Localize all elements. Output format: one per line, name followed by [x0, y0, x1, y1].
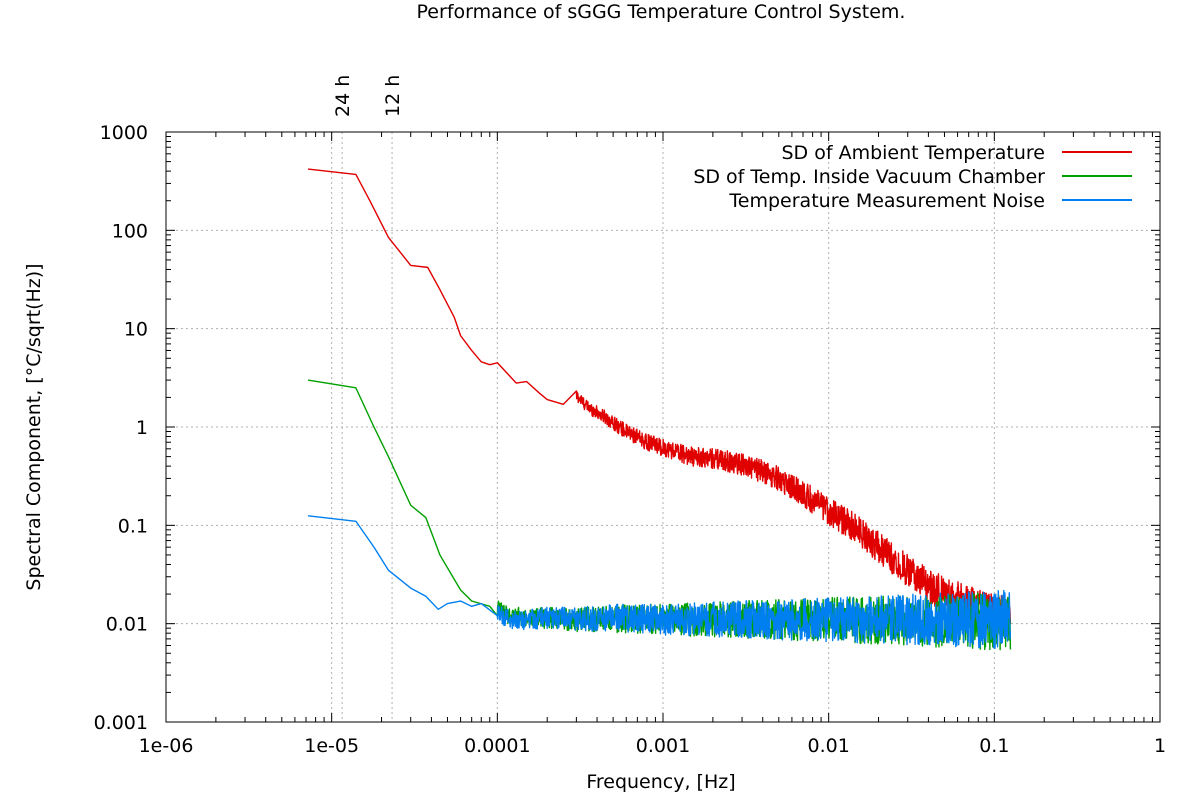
y-axis-label: Spectral Component, [°C/sqrt(Hz)] [23, 263, 45, 590]
x-tick-label: 1e-06 [139, 735, 194, 757]
x-tick-label: 0.1 [979, 735, 1009, 757]
x-axis-label: Frequency, [Hz] [586, 771, 735, 793]
y-tick-label: 1 [136, 417, 148, 439]
period-marker-label: 12 h [382, 75, 404, 117]
x-tick-label: 0.0001 [464, 735, 530, 757]
y-tick-label: 0.01 [106, 614, 148, 636]
series-line-3 [307, 515, 1012, 650]
series-line-2 [307, 379, 1012, 651]
y-tick-label: 0.1 [118, 515, 148, 537]
y-tick-label: 0.001 [94, 712, 148, 734]
chart-title: Performance of sGGG Temperature Control … [417, 1, 906, 23]
y-tick-label: 100 [112, 220, 148, 242]
x-tick-label: 1 [1154, 735, 1166, 757]
x-tick-label: 0.001 [636, 735, 690, 757]
period-marker-label: 24 h [332, 75, 354, 117]
axis-ticks: 1e-06 1e-05 0.0001 0.001 0.01 0.1 1 0.001 0.01 0.… [94, 122, 1166, 757]
x-tick-label: 1e-05 [304, 735, 359, 757]
x-tick-label: 0.01 [808, 735, 850, 757]
series-line-1 [307, 168, 1012, 636]
period-markers: 24 h 12 h [332, 75, 404, 117]
y-tick-label: 1000 [100, 122, 148, 144]
y-tick-label: 10 [124, 319, 148, 341]
series-lines [307, 168, 1012, 651]
legend-label: SD of Ambient Temperature [781, 142, 1045, 164]
legend-label: SD of Temp. Inside Vacuum Chamber [693, 166, 1045, 188]
legend-label: Temperature Measurement Noise [728, 190, 1045, 212]
